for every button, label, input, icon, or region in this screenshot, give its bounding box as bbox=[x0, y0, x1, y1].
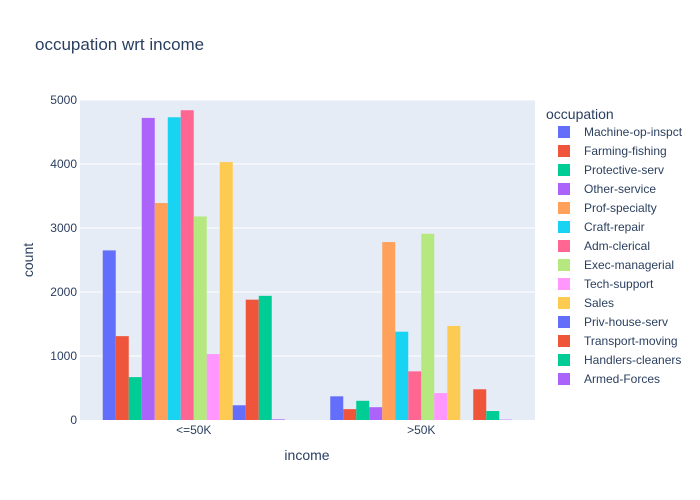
bar bbox=[473, 389, 487, 420]
legend-label: Transport-moving bbox=[584, 334, 678, 348]
legend-swatch bbox=[558, 183, 570, 195]
legend-label: Sales bbox=[584, 296, 614, 310]
bar bbox=[206, 354, 220, 420]
legend-item[interactable]: Prof-specialty bbox=[558, 201, 657, 215]
bar bbox=[486, 411, 500, 420]
legend-label: Tech-support bbox=[584, 277, 654, 291]
bar bbox=[421, 233, 435, 420]
legend-swatch bbox=[558, 164, 570, 176]
y-tick-label: 2000 bbox=[50, 285, 77, 299]
y-ticks: 0 1000 2000 3000 4000 5000 bbox=[50, 93, 77, 427]
legend-swatch bbox=[558, 259, 570, 271]
y-tick-label: 0 bbox=[70, 413, 77, 427]
bar bbox=[154, 203, 168, 420]
bar bbox=[258, 295, 272, 420]
bar bbox=[382, 242, 396, 420]
legend-item[interactable]: Machine-op-inspct bbox=[558, 125, 683, 139]
legend-item[interactable]: Tech-support bbox=[558, 277, 654, 291]
legend-label: Prof-specialty bbox=[584, 201, 657, 215]
bar bbox=[343, 409, 357, 420]
bar bbox=[245, 299, 259, 420]
legend-item[interactable]: Protective-serv bbox=[558, 163, 664, 177]
legend-label: Farming-fishing bbox=[584, 144, 667, 158]
x-ticks: <=50K >50K bbox=[176, 423, 435, 437]
bars-group bbox=[102, 110, 513, 421]
legend-label: Handlers-cleaners bbox=[584, 353, 681, 367]
legend-item[interactable]: Exec-managerial bbox=[558, 258, 674, 272]
bar bbox=[356, 400, 370, 420]
legend-swatch bbox=[558, 278, 570, 290]
legend-item[interactable]: Sales bbox=[558, 296, 614, 310]
legend-label: Protective-serv bbox=[584, 163, 664, 177]
legend-swatch bbox=[558, 145, 570, 157]
legend-swatch bbox=[558, 297, 570, 309]
legend-item[interactable]: Other-service bbox=[558, 182, 656, 196]
bar bbox=[167, 117, 181, 420]
bar bbox=[180, 110, 194, 421]
bar bbox=[141, 117, 155, 421]
bar bbox=[434, 393, 448, 420]
chart-title: occupation wrt income bbox=[35, 35, 204, 54]
legend-swatch bbox=[558, 126, 570, 138]
bar bbox=[330, 396, 344, 420]
bar bbox=[232, 405, 246, 420]
legend-label: Other-service bbox=[584, 182, 656, 196]
bar bbox=[193, 216, 207, 420]
bar bbox=[219, 162, 233, 420]
legend-label: Adm-clerical bbox=[584, 239, 650, 253]
legend-swatch bbox=[558, 240, 570, 252]
bar bbox=[447, 325, 461, 420]
y-tick-label: 5000 bbox=[50, 93, 77, 107]
legend-items: Machine-op-inspct Farming-fishing Protecti… bbox=[558, 125, 683, 386]
y-tick-label: 3000 bbox=[50, 221, 77, 235]
legend-label: Priv-house-serv bbox=[584, 315, 668, 329]
legend-swatch bbox=[558, 221, 570, 233]
legend-item[interactable]: Transport-moving bbox=[558, 334, 678, 348]
legend-item[interactable]: Adm-clerical bbox=[558, 239, 650, 253]
x-tick-label: >50K bbox=[407, 423, 435, 437]
bar bbox=[271, 419, 285, 420]
x-tick-label: <=50K bbox=[176, 423, 211, 437]
legend-label: Exec-managerial bbox=[584, 258, 674, 272]
bar bbox=[395, 331, 409, 420]
bar bbox=[128, 377, 142, 420]
legend-swatch bbox=[558, 202, 570, 214]
x-axis-label: income bbox=[284, 447, 329, 463]
legend-title: occupation bbox=[546, 106, 614, 122]
bar bbox=[115, 336, 129, 420]
legend: occupation Machine-op-inspct Farming-fish… bbox=[546, 106, 683, 386]
legend-item[interactable]: Armed-Forces bbox=[558, 372, 660, 386]
bar bbox=[408, 371, 422, 420]
y-tick-label: 4000 bbox=[50, 157, 77, 171]
bar bbox=[102, 250, 116, 420]
legend-label: Armed-Forces bbox=[584, 372, 660, 386]
legend-label: Craft-repair bbox=[584, 220, 645, 234]
legend-label: Machine-op-inspct bbox=[584, 125, 683, 139]
bar bbox=[369, 407, 383, 420]
legend-swatch bbox=[558, 373, 570, 385]
legend-item[interactable]: Handlers-cleaners bbox=[558, 353, 681, 367]
legend-swatch bbox=[558, 335, 570, 347]
legend-item[interactable]: Farming-fishing bbox=[558, 144, 667, 158]
legend-item[interactable]: Craft-repair bbox=[558, 220, 645, 234]
legend-item[interactable]: Priv-house-serv bbox=[558, 315, 668, 329]
legend-swatch bbox=[558, 354, 570, 366]
y-tick-label: 1000 bbox=[50, 349, 77, 363]
y-axis-label: count bbox=[20, 243, 36, 277]
legend-swatch bbox=[558, 316, 570, 328]
